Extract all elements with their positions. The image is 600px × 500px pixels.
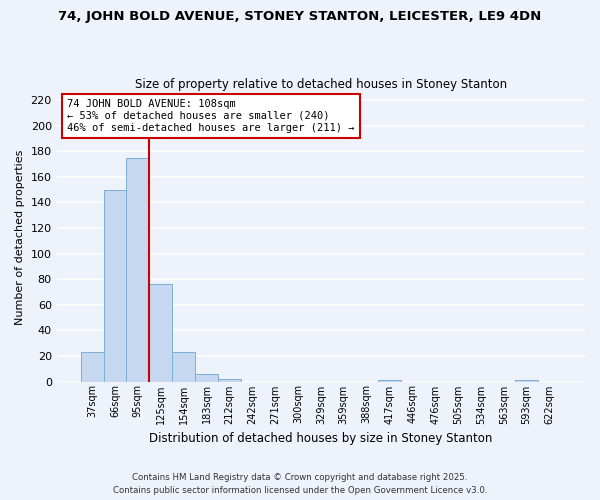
X-axis label: Distribution of detached houses by size in Stoney Stanton: Distribution of detached houses by size … [149,432,493,445]
Text: 74, JOHN BOLD AVENUE, STONEY STANTON, LEICESTER, LE9 4DN: 74, JOHN BOLD AVENUE, STONEY STANTON, LE… [58,10,542,23]
Y-axis label: Number of detached properties: Number of detached properties [15,150,25,325]
Bar [515,380,538,382]
Bar [378,380,401,382]
Bar [104,190,127,382]
Bar [127,158,149,382]
Text: Contains HM Land Registry data © Crown copyright and database right 2025.
Contai: Contains HM Land Registry data © Crown c… [113,474,487,495]
Title: Size of property relative to detached houses in Stoney Stanton: Size of property relative to detached ho… [135,78,507,91]
Bar [195,374,218,382]
Text: 74 JOHN BOLD AVENUE: 108sqm
← 53% of detached houses are smaller (240)
46% of se: 74 JOHN BOLD AVENUE: 108sqm ← 53% of det… [67,100,355,132]
Bar [172,352,195,382]
Bar [80,352,104,382]
Bar [218,379,241,382]
Bar [149,284,172,382]
